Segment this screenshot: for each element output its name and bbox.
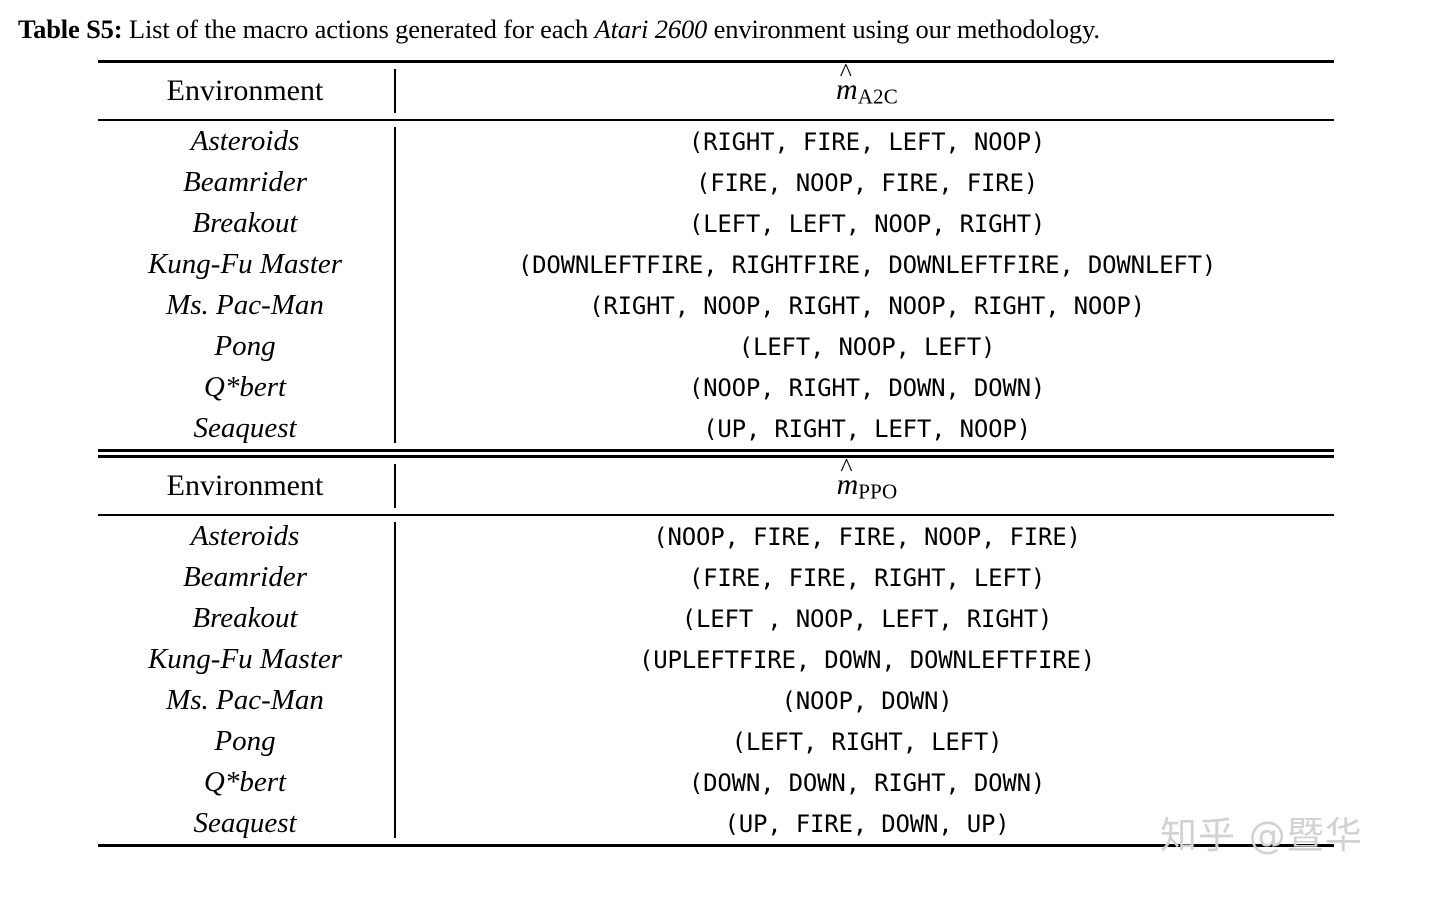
cell-environment: Kung-Fu Master (147, 643, 343, 675)
m-hat-symbol: ^ m (836, 59, 858, 106)
column-header-environment: Environment (166, 469, 324, 502)
caption-text-after: environment using our methodology. (707, 14, 1100, 44)
cell-macro-action: (LEFT, RIGHT, LEFT) (731, 727, 1003, 756)
table-row: Kung-Fu Master (DOWNLEFTFIRE, RIGHTFIRE,… (98, 244, 1334, 285)
table-caption: Table S5: List of the macro actions gene… (18, 12, 1428, 46)
m-letter: m (836, 467, 859, 501)
table-row: Asteroids (NOOP, FIRE, FIRE, NOOP, FIRE) (98, 516, 1334, 557)
cell-environment: Seaquest (193, 807, 297, 839)
cell-environment: Pong (214, 330, 276, 362)
table-section-ppo-header: Environment ^ mPPO (98, 454, 1334, 514)
table-row: Beamrider (FIRE, FIRE, RIGHT, LEFT) (98, 557, 1334, 598)
caption-text-before: List of the macro actions generated for … (122, 14, 595, 44)
cell-macro-action: (NOOP, DOWN) (781, 686, 953, 715)
table-row: Q*bert (NOOP, RIGHT, DOWN, DOWN) (98, 367, 1334, 408)
cell-macro-action: (LEFT, NOOP, LEFT) (738, 332, 996, 361)
cell-environment: Breakout (192, 207, 298, 239)
cell-macro-action: (NOOP, RIGHT, DOWN, DOWN) (688, 373, 1046, 402)
cell-environment: Pong (214, 725, 276, 757)
table-top-rule (98, 60, 1334, 63)
table-section-a2c-header: Environment ^ mA2C (98, 59, 1334, 119)
header-row-ppo: Environment ^ mPPO (98, 454, 1334, 514)
table-row: Ms. Pac-Man (NOOP, DOWN) (98, 680, 1334, 721)
table-row: Seaquest (UP, RIGHT, LEFT, NOOP) (98, 408, 1334, 449)
cell-macro-action: (FIRE, NOOP, FIRE, FIRE) (696, 168, 1038, 197)
cell-environment: Seaquest (193, 412, 297, 444)
table-row: Ms. Pac-Man (RIGHT, NOOP, RIGHT, NOOP, R… (98, 285, 1334, 326)
cell-macro-action: (LEFT, LEFT, NOOP, RIGHT) (688, 209, 1046, 238)
cell-macro-action: (UP, RIGHT, LEFT, NOOP) (703, 414, 1031, 443)
header-bottom-rule-ppo (98, 514, 1334, 516)
cell-environment: Asteroids (190, 125, 300, 157)
header-bottom-rule-a2c (98, 119, 1334, 121)
table-row: Kung-Fu Master (UPLEFTFIRE, DOWN, DOWNLE… (98, 639, 1334, 680)
table-bottom-rule (98, 844, 1334, 847)
cell-environment: Beamrider (182, 166, 308, 198)
cell-environment: Kung-Fu Master (147, 248, 343, 280)
header-row-a2c: Environment ^ mA2C (98, 59, 1334, 119)
cell-macro-action: (DOWNLEFTFIRE, RIGHTFIRE, DOWNLEFTFIRE, … (517, 250, 1217, 279)
hat-accent: ^ (839, 57, 852, 87)
cell-environment: Ms. Pac-Man (166, 289, 324, 321)
cell-macro-action: (LEFT , NOOP, LEFT, RIGHT) (681, 604, 1053, 633)
caption-emphasis: Atari 2600 (594, 14, 708, 44)
hat-accent: ^ (840, 452, 853, 482)
cell-macro-action: (UP, FIRE, DOWN, UP) (724, 809, 1010, 838)
section-divider-rule-lower (98, 455, 1334, 458)
cell-macro-action: (DOWN, DOWN, RIGHT, DOWN) (688, 768, 1046, 797)
table-row: Beamrider (FIRE, NOOP, FIRE, FIRE) (98, 162, 1334, 203)
cell-macro-action: (FIRE, FIRE, RIGHT, LEFT) (688, 563, 1046, 592)
column-divider (394, 127, 396, 443)
column-divider (394, 464, 396, 508)
table-row: Asteroids (RIGHT, FIRE, LEFT, NOOP) (98, 121, 1334, 162)
cell-environment: Beamrider (182, 561, 308, 593)
column-header-macro-ppo: ^ mPPO (394, 454, 1334, 504)
cell-environment: Q*bert (203, 371, 287, 403)
table-section-ppo-body: Asteroids (NOOP, FIRE, FIRE, NOOP, FIRE)… (98, 516, 1334, 844)
macro-action-table: Environment ^ mA2C Asteroids (RIGHT, FIRE… (98, 59, 1334, 847)
section-divider-rule-upper (98, 449, 1334, 452)
cell-environment: Ms. Pac-Man (166, 684, 324, 716)
cell-environment: Breakout (192, 602, 298, 634)
zhihu-watermark: 知乎 @暨华 (1160, 814, 1363, 857)
column-header-macro-a2c: ^ mA2C (394, 59, 1334, 109)
m-letter: m (836, 72, 858, 106)
macro-subscript-a2c: A2C (857, 84, 898, 109)
table-row: Breakout (LEFT , NOOP, LEFT, RIGHT) (98, 598, 1334, 639)
macro-subscript-ppo: PPO (858, 479, 898, 504)
caption-label: Table S5: (18, 14, 123, 44)
table-row: Breakout (LEFT, LEFT, NOOP, RIGHT) (98, 203, 1334, 244)
table-row: Pong (LEFT, RIGHT, LEFT) (98, 721, 1334, 762)
m-hat-symbol: ^ m (836, 454, 859, 501)
table-row: Q*bert (DOWN, DOWN, RIGHT, DOWN) (98, 762, 1334, 803)
column-divider (394, 69, 396, 113)
table-section-a2c-body: Asteroids (RIGHT, FIRE, LEFT, NOOP) Beam… (98, 121, 1334, 449)
column-divider (394, 522, 396, 838)
cell-macro-action: (UPLEFTFIRE, DOWN, DOWNLEFTFIRE) (639, 645, 1095, 674)
cell-environment: Q*bert (203, 766, 287, 798)
cell-macro-action: (RIGHT, FIRE, LEFT, NOOP) (688, 127, 1046, 156)
cell-environment: Asteroids (190, 520, 300, 552)
column-header-environment: Environment (166, 74, 324, 107)
table-row: Pong (LEFT, NOOP, LEFT) (98, 326, 1334, 367)
cell-macro-action: (RIGHT, NOOP, RIGHT, NOOP, RIGHT, NOOP) (589, 291, 1145, 320)
table-row: Seaquest (UP, FIRE, DOWN, UP) (98, 803, 1334, 844)
cell-macro-action: (NOOP, FIRE, FIRE, NOOP, FIRE) (653, 522, 1081, 551)
